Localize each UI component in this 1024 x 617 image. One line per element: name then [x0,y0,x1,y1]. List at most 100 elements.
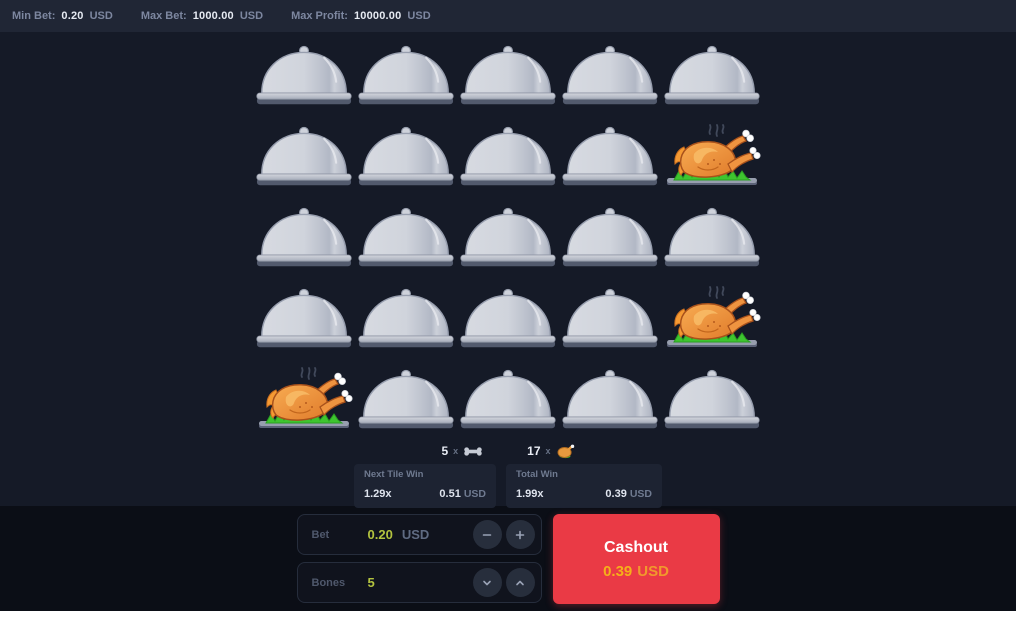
tile-r1c2[interactable] [355,32,457,113]
cloche-icon [358,207,454,267]
cloche-icon [562,369,658,429]
total-win-amount: 0.39 [605,488,627,500]
tile-r5c2[interactable] [355,356,457,437]
tile-grid [253,32,763,437]
tile-r5c1 [253,356,355,437]
cloche-icon [562,45,658,105]
cashout-label: Cashout [604,538,668,556]
bones-label: Bones [311,576,346,589]
tile-r2c4[interactable] [559,113,661,194]
cashout-button[interactable]: Cashout 0.39 USD [552,514,720,604]
tile-r4c3[interactable] [457,275,559,356]
cloche-icon [562,126,658,186]
chickens-remaining: 17 x [527,444,574,459]
chevron-down-icon [483,580,491,585]
total-win-currency: USD [629,488,652,500]
tile-r2c3[interactable] [457,113,559,194]
tile-r3c5[interactable] [661,194,763,275]
cloche-icon [460,288,556,348]
tile-r5c4[interactable] [559,356,661,437]
bet-value: 0.20 [367,527,393,542]
cloche-icon [664,207,760,267]
min-bet-value: 0.20 [61,10,84,22]
next-tile-currency: USD [463,488,486,500]
next-tile-win-label: Next Tile Win [364,469,424,480]
max-profit-value: 10000.00 [353,10,402,22]
cloche-icon [256,207,352,267]
total-win-box: Total Win 1.99x 0.39 USD [506,464,662,508]
max-bet-info: Max Bet: 1000.00 USD [141,10,263,22]
cashout-amount: 0.39 [603,562,633,580]
cloche-icon [460,45,556,105]
times-symbol: x [453,446,459,456]
win-stats: Next Tile Win 1.29x 0.51 USD Total Win 1.… [0,464,1016,508]
bet-controls: Bet 0.20 USD Bones 5 [0,506,1016,611]
cloche-icon [562,288,658,348]
min-bet-info: Min Bet: 0.20 USD [12,10,113,22]
next-tile-win-box: Next Tile Win 1.29x 0.51 USD [354,464,496,508]
bet-increase-button[interactable] [505,520,535,549]
limits-bar: Min Bet: 0.20 USD Max Bet: 1000.00 USD M… [0,0,1016,32]
tile-r5c5[interactable] [661,356,763,437]
tile-r3c1[interactable] [253,194,355,275]
cloche-icon [256,45,352,105]
cloche-icon [256,126,352,186]
tile-r3c2[interactable] [355,194,457,275]
next-tile-amount: 0.51 [439,488,461,500]
bet-input[interactable]: Bet 0.20 USD [296,514,542,555]
max-bet-value: 1000.00 [192,10,234,22]
cashout-currency: USD [637,562,669,580]
tile-r4c5 [661,275,763,356]
tile-r4c4[interactable] [559,275,661,356]
bones-decrease-button[interactable] [472,568,502,597]
chevron-up-icon [516,580,524,585]
chickens-count: 17 [527,444,541,458]
game-board: 5 x 17 x Next Ti [0,32,1016,508]
tile-r4c1[interactable] [253,275,355,356]
tile-r2c5 [661,113,763,194]
tile-r2c2[interactable] [355,113,457,194]
tile-r4c2[interactable] [355,275,457,356]
times-symbol: x [545,446,551,456]
tile-r3c4[interactable] [559,194,661,275]
max-profit-currency: USD [407,10,431,22]
total-win-label: Total Win [516,469,558,480]
min-bet-label: Min Bet: [12,10,56,22]
cloche-icon [358,288,454,348]
total-win-multiplier: 1.99x [516,488,544,500]
tile-row-5 [253,356,763,437]
cloche-icon [358,45,454,105]
tile-r2c1[interactable] [253,113,355,194]
tile-r1c1[interactable] [253,32,355,113]
bones-input[interactable]: Bones 5 [296,562,542,603]
bones-increase-button[interactable] [505,568,535,597]
bet-decrease-button[interactable] [472,520,502,549]
cloche-icon [460,207,556,267]
tile-r1c4[interactable] [559,32,661,113]
tile-r3c3[interactable] [457,194,559,275]
tile-r5c3[interactable] [457,356,559,437]
tile-r1c5[interactable] [661,32,763,113]
max-profit-label: Max Profit: [291,10,348,22]
cloche-icon [664,369,760,429]
tile-row-1 [253,32,763,113]
tile-row-4 [253,275,763,356]
cloche-icon [460,126,556,186]
roast-chicken-icon [662,282,762,350]
min-bet-currency: USD [89,10,113,22]
roast-chicken-icon [557,444,574,458]
remaining-counts: 5 x 17 x [0,443,1016,459]
max-profit-info: Max Profit: 10000.00 USD [291,10,431,22]
tile-row-2 [253,113,763,194]
bet-currency: USD [401,527,430,542]
bone-icon [464,446,482,456]
cloche-icon [664,45,760,105]
tile-r1c3[interactable] [457,32,559,113]
cloche-icon [256,288,352,348]
bones-count: 5 [441,444,449,458]
cloche-icon [358,126,454,186]
plus-icon [515,530,525,539]
cloche-icon [358,369,454,429]
next-tile-multiplier: 1.29x [364,488,392,500]
